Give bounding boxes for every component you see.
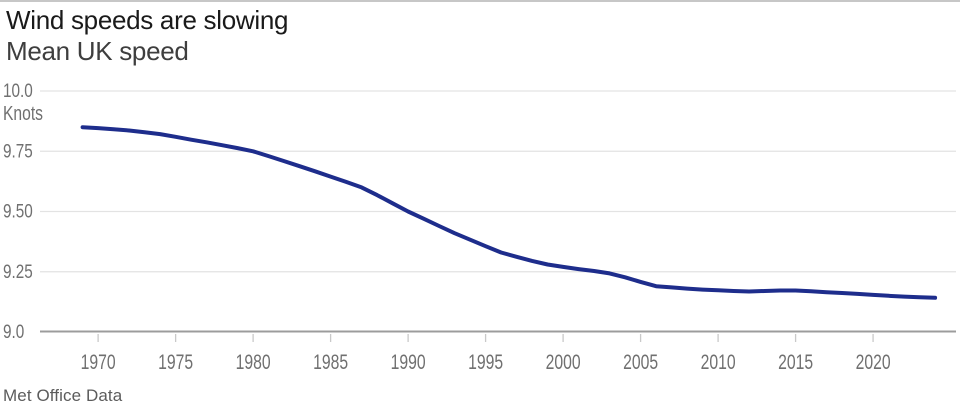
source-note: Met Office Data xyxy=(3,386,123,405)
y-tick-label: 10.0 xyxy=(3,81,33,102)
top-divider xyxy=(0,0,960,2)
x-tick-label: 2015 xyxy=(778,351,813,374)
x-tick-label: 1975 xyxy=(158,351,193,374)
series-line xyxy=(80,125,938,300)
y-tick-label: 9.75 xyxy=(3,141,33,162)
x-tick-label: 2005 xyxy=(623,351,658,374)
x-tick-label: 1990 xyxy=(391,351,426,374)
y-tick-label: 9.25 xyxy=(3,262,33,283)
x-tick-label: 2010 xyxy=(701,351,736,374)
unit-label: Knots xyxy=(3,103,43,125)
x-tick-label: 2000 xyxy=(546,351,581,374)
x-tick-label: 1995 xyxy=(468,351,503,374)
chart-title: Wind speeds are slowing xyxy=(6,5,289,35)
chart-subtitle: Mean UK speed xyxy=(6,36,189,66)
x-tick-label: 1985 xyxy=(313,351,348,374)
x-tick-label: 1970 xyxy=(81,351,116,374)
x-tick-label: 1980 xyxy=(236,351,271,374)
y-tick-label: 9.0 xyxy=(3,322,24,343)
y-tick-label: 9.50 xyxy=(3,202,33,223)
x-tick-label: 2020 xyxy=(856,351,891,374)
